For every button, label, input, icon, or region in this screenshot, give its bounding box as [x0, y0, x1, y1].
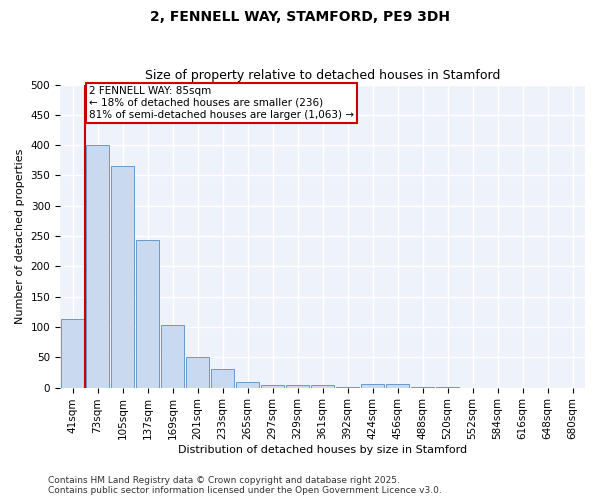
- Bar: [161, 324, 184, 388]
- Bar: [286, 385, 310, 388]
- Bar: [110, 166, 134, 388]
- Y-axis label: Number of detached properties: Number of detached properties: [15, 148, 25, 324]
- Bar: [211, 370, 235, 388]
- Bar: [361, 384, 385, 388]
- Text: 2 FENNELL WAY: 85sqm
← 18% of detached houses are smaller (236)
81% of semi-deta: 2 FENNELL WAY: 85sqm ← 18% of detached h…: [89, 86, 354, 120]
- Bar: [86, 145, 109, 388]
- Bar: [311, 385, 334, 388]
- X-axis label: Distribution of detached houses by size in Stamford: Distribution of detached houses by size …: [178, 445, 467, 455]
- Bar: [335, 387, 359, 388]
- Text: Contains HM Land Registry data © Crown copyright and database right 2025.
Contai: Contains HM Land Registry data © Crown c…: [48, 476, 442, 495]
- Title: Size of property relative to detached houses in Stamford: Size of property relative to detached ho…: [145, 69, 500, 82]
- Bar: [185, 358, 209, 388]
- Bar: [386, 384, 409, 388]
- Bar: [136, 240, 160, 388]
- Bar: [236, 382, 259, 388]
- Bar: [61, 319, 85, 388]
- Bar: [436, 387, 460, 388]
- Text: 2, FENNELL WAY, STAMFORD, PE9 3DH: 2, FENNELL WAY, STAMFORD, PE9 3DH: [150, 10, 450, 24]
- Bar: [260, 385, 284, 388]
- Bar: [410, 387, 434, 388]
